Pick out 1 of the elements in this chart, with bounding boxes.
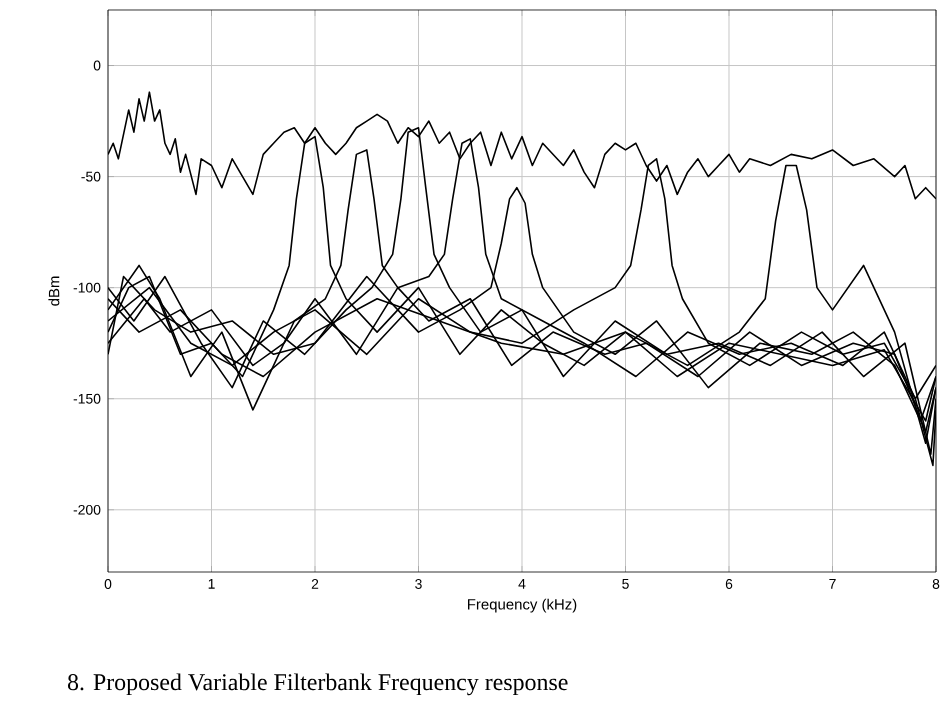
- text: 8. Proposed Variable Filterbank Frequency response: [67, 673, 568, 696]
